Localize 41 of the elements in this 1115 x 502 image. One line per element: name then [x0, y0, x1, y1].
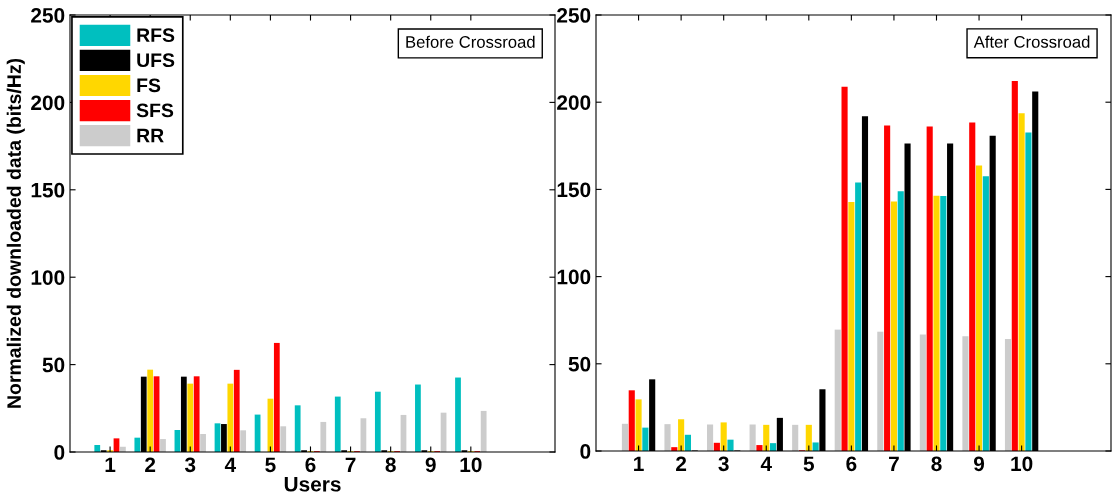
legend-label: RFS: [137, 28, 175, 43]
y-tick-label: 150: [557, 182, 591, 198]
x-tick-label: 1: [634, 456, 644, 471]
x-tick-label: 8: [385, 457, 396, 473]
x-tick-label: 2: [676, 456, 687, 471]
x-tick-label: 9: [425, 457, 436, 473]
x-tick-label: 5: [265, 457, 276, 473]
x-tick-label: 7: [889, 456, 899, 471]
annotation: Before Crossroad: [406, 35, 535, 48]
x-tick-label: 9: [973, 456, 985, 472]
x-tick-label: 1: [105, 457, 116, 472]
y-tick-label: 50: [568, 356, 591, 372]
y-tick-label: 150: [31, 182, 65, 198]
x-tick-label: 4: [224, 457, 237, 472]
legend-label: FS: [137, 78, 161, 93]
y-tick-label: 250: [31, 8, 65, 23]
x-tick-label: 7: [345, 457, 356, 472]
legend-label: UFS: [137, 53, 175, 68]
x-tick-label: 6: [846, 456, 857, 472]
annotation: After Crossroad: [973, 35, 1090, 48]
x-tick-label: 8: [931, 456, 942, 472]
y-tick-label: 50: [42, 357, 65, 373]
x-tick-label: 10: [1011, 456, 1033, 472]
y-tick-label: 200: [31, 95, 65, 111]
legend-label: SFS: [136, 103, 174, 118]
y-axis-title: Normalized downloaded data (bits/Hz): [6, 58, 25, 408]
y-tick-label: 0: [54, 445, 65, 460]
y-tick-label: 200: [557, 95, 591, 110]
y-tick-label: 100: [31, 270, 65, 285]
x-tick-label: 5: [803, 456, 815, 472]
x-tick-label: 2: [145, 457, 156, 472]
legend-label: RR: [137, 128, 164, 143]
x-tick-label: 3: [184, 457, 196, 473]
x-axis-title: Users: [284, 477, 341, 492]
y-tick-label: 0: [580, 444, 591, 459]
x-tick-label: 10: [460, 457, 482, 473]
x-tick-label: 3: [718, 456, 729, 472]
y-tick-label: 100: [557, 269, 591, 285]
x-tick-label: 6: [305, 457, 316, 473]
x-tick-label: 4: [760, 456, 772, 471]
y-tick-label: 250: [557, 8, 591, 23]
